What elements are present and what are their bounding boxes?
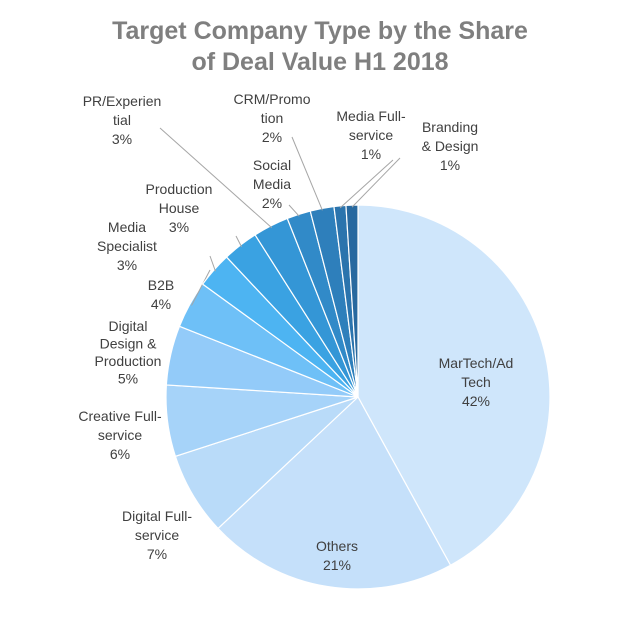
slice-label-line: 2% bbox=[262, 195, 282, 211]
pie-slice-branding-design bbox=[345, 204, 359, 398]
leader-line bbox=[351, 157, 401, 208]
slice-label-line: service bbox=[349, 127, 394, 143]
leader-line bbox=[288, 204, 300, 217]
slice-label: Media Specialist 3% bbox=[97, 219, 157, 273]
slice-label: Media Full-service 1% bbox=[336, 108, 406, 162]
slice-label-line: tion bbox=[261, 110, 284, 126]
leader-line bbox=[339, 159, 394, 209]
leader-line bbox=[235, 235, 242, 248]
slice-label-line: service bbox=[98, 427, 143, 443]
slice-label-line: 1% bbox=[361, 146, 381, 162]
slice-label-line: CRM/Promo bbox=[233, 91, 310, 107]
slice-label: CRM/Promo tion 2% bbox=[233, 91, 310, 145]
slice-label-line: Design & bbox=[100, 336, 157, 352]
slice-label-line: Digital Full- bbox=[122, 508, 192, 524]
slice-label-line: House bbox=[159, 200, 200, 216]
slice-label: Production House 3% bbox=[146, 181, 213, 235]
pie-slice-others bbox=[217, 396, 452, 590]
slice-label-line: MarTech/Ad bbox=[439, 355, 514, 371]
slice-label: B2B 4% bbox=[148, 277, 174, 312]
slice-label: Digital Full-service 7% bbox=[122, 508, 192, 562]
slice-label-line: 21% bbox=[323, 557, 351, 573]
slice-label-line: service bbox=[135, 527, 180, 543]
slice-label-line: Production bbox=[95, 353, 162, 369]
slice-label-line: Branding bbox=[422, 119, 478, 135]
slice-label-line: 2% bbox=[262, 129, 282, 145]
slice-label: PR/Experien tial 3% bbox=[83, 93, 162, 147]
slice-label-line: 6% bbox=[110, 446, 130, 462]
slice-label: Branding & Design 1% bbox=[422, 119, 479, 173]
pie-slice-martech-ad-tech bbox=[357, 204, 551, 567]
slice-label-line: B2B bbox=[148, 277, 174, 293]
slice-label-line: Others bbox=[316, 538, 358, 554]
slice-label-line: 1% bbox=[440, 157, 460, 173]
slice-label-line: 7% bbox=[147, 546, 167, 562]
leader-line bbox=[191, 269, 211, 306]
leader-line bbox=[291, 136, 323, 211]
slice-label-line: 3% bbox=[169, 219, 189, 235]
slice-label-line: & Design bbox=[422, 138, 479, 154]
slice-label-line: Production bbox=[146, 181, 213, 197]
slice-label-line: Tech bbox=[461, 374, 491, 390]
slice-label: Others 21% bbox=[316, 538, 358, 573]
slice-label-line: Media Full- bbox=[336, 108, 406, 124]
slice-label-line: 42% bbox=[462, 393, 490, 409]
chart-title-line-2: of Deal Value H1 2018 bbox=[191, 48, 449, 76]
slice-label-line: Media bbox=[253, 176, 291, 192]
slice-label: Creative Full-service 6% bbox=[78, 408, 162, 462]
slice-label-line: 4% bbox=[151, 296, 171, 312]
slice-label-line: 3% bbox=[117, 257, 137, 273]
slice-label-line: PR/Experien bbox=[83, 93, 162, 109]
slice-label-line: 5% bbox=[118, 371, 138, 387]
leader-line bbox=[209, 255, 216, 272]
slice-label-line: Media bbox=[108, 219, 146, 235]
slice-label-line: 3% bbox=[112, 131, 132, 147]
slice-label-line: Specialist bbox=[97, 238, 157, 254]
slice-label-line: Social bbox=[253, 157, 291, 173]
slice-label-line: Digital bbox=[109, 318, 148, 334]
slice-label: Social Media 2% bbox=[253, 157, 291, 211]
slice-label: Digital Design & Production 5% bbox=[95, 318, 162, 387]
chart-title-line-1: Target Company Type by the Share bbox=[112, 17, 528, 45]
slice-label-line: tial bbox=[113, 112, 131, 128]
leader-line bbox=[159, 127, 273, 229]
chart-title: Target Company Type by the Share of Deal… bbox=[0, 16, 640, 78]
slice-label: MarTech/Ad Tech 42% bbox=[439, 355, 514, 409]
slice-label-line: Creative Full- bbox=[78, 408, 162, 424]
